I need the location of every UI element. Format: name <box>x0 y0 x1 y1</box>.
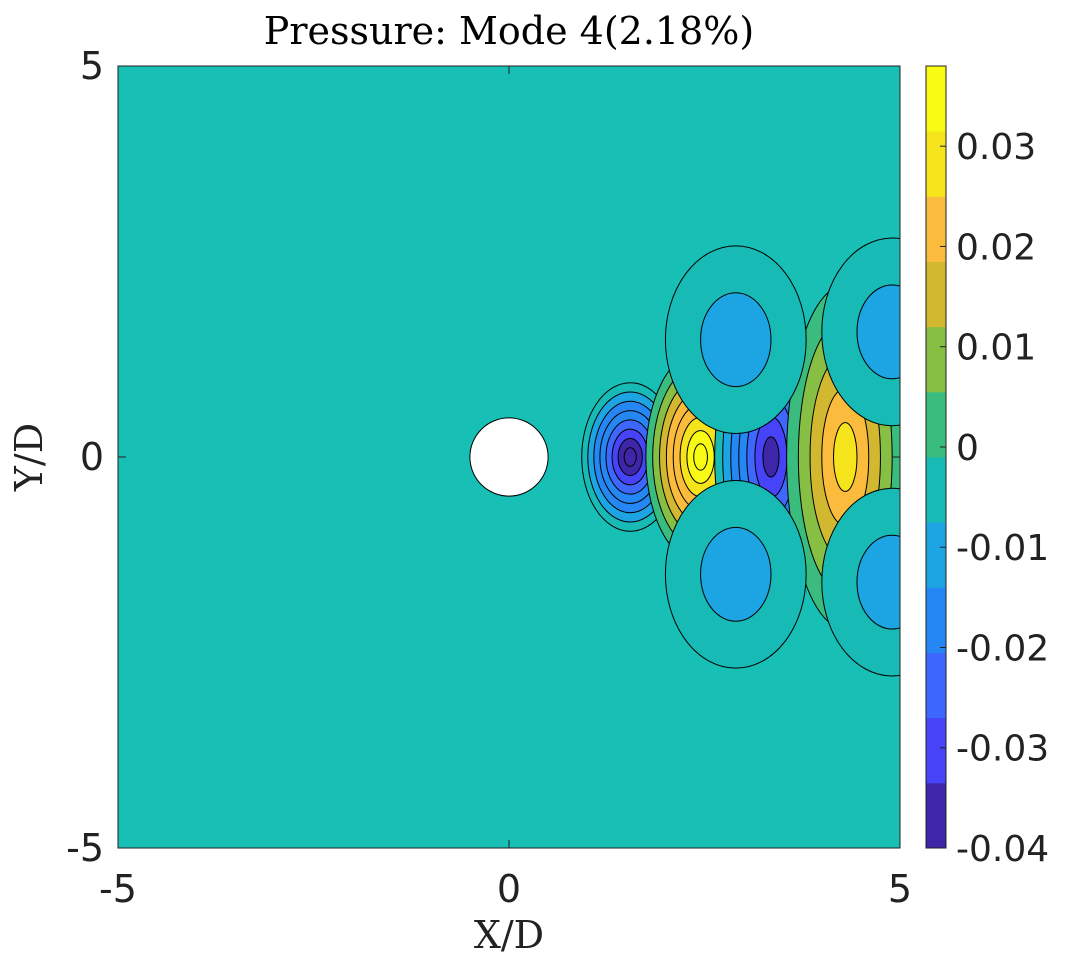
colorbar-segment <box>926 457 946 523</box>
x-tick-label: 5 <box>888 867 912 911</box>
contour-structure <box>821 237 900 427</box>
colorbar-segment <box>926 131 946 197</box>
contour-level <box>762 436 780 478</box>
contour-level <box>693 443 708 471</box>
colorbar-segment <box>926 326 946 393</box>
colorbar-segment <box>926 196 946 262</box>
contour-fills <box>581 237 900 677</box>
colorbar-segment <box>926 391 946 458</box>
colorbar-segment <box>926 522 946 588</box>
colorbar-segment <box>926 782 946 849</box>
contour-level <box>856 534 900 630</box>
y-axis-ticks: -5 0 5 <box>66 44 900 870</box>
contour-structure <box>664 479 807 669</box>
chart-title: Pressure: Mode 4(2.18%) <box>264 9 754 53</box>
colorbar-tick-label: 0 <box>956 428 979 469</box>
x-tick-label: -5 <box>99 867 137 911</box>
contour-structure <box>821 487 900 677</box>
colorbar-tick-label: -0.04 <box>956 829 1049 870</box>
contour-level <box>623 447 637 467</box>
y-tick-label: -5 <box>66 826 104 870</box>
colorbar <box>925 65 947 849</box>
contour-level <box>700 526 772 622</box>
y-axis-label: Y/D <box>7 423 51 492</box>
colorbar-segment <box>926 66 946 132</box>
colorbar-tick-label: -0.02 <box>956 628 1049 669</box>
colorbar-segment <box>926 587 946 653</box>
colorbar-frame <box>925 65 947 849</box>
colorbar-segment <box>926 261 946 328</box>
contour-level <box>833 422 858 492</box>
colorbar-tick-label: 0.02 <box>956 227 1036 268</box>
colorbar-tick-label: -0.01 <box>956 528 1049 569</box>
colorbar-tick-label: 0.01 <box>956 328 1036 369</box>
colorbar-segment <box>926 652 946 719</box>
colorbar-tick-label: -0.03 <box>956 729 1049 770</box>
colorbar-segment <box>926 717 946 784</box>
y-tick-label: 0 <box>80 435 104 479</box>
colorbar-tick-label: 0.03 <box>956 127 1036 168</box>
cylinder-body <box>469 417 549 497</box>
x-axis-ticks: -5 0 5 <box>99 66 912 911</box>
y-tick-label: 5 <box>80 44 104 88</box>
x-tick-label: 0 <box>497 867 521 911</box>
contour-level <box>856 284 900 380</box>
plot-area <box>118 66 900 848</box>
contour-structure <box>664 245 807 435</box>
contour-level <box>700 292 772 388</box>
colorbar-ticks: -0.04 -0.03 -0.02 -0.01 0 0.01 0.02 0.03 <box>940 127 1049 870</box>
x-axis-label: X/D <box>474 913 544 956</box>
